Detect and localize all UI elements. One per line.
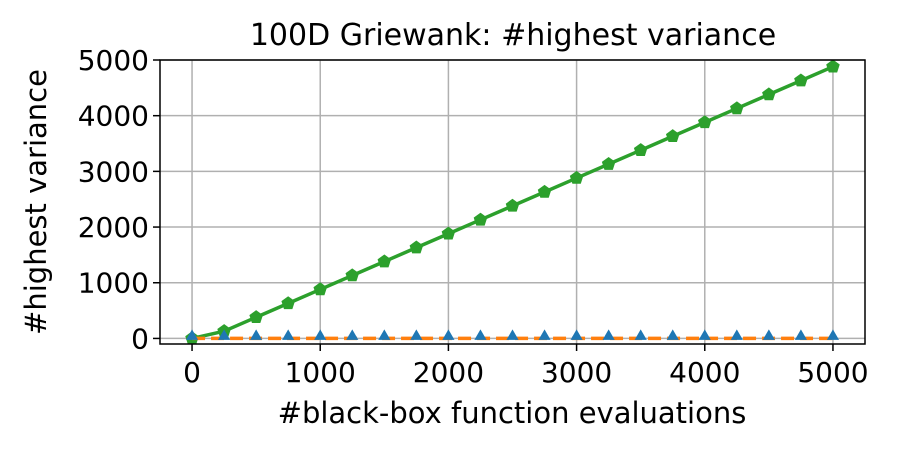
series-0-point <box>730 101 744 115</box>
series-2 <box>185 329 840 340</box>
series-0-point <box>409 240 424 254</box>
series-0-point <box>345 268 360 282</box>
y-tick-label: 2000 <box>78 211 149 244</box>
series-2-point <box>666 329 679 340</box>
x-tick-label: 2000 <box>413 356 484 389</box>
series-2-point <box>378 329 391 340</box>
series-2-point <box>602 329 615 340</box>
series-2-point <box>762 329 775 340</box>
series-2-point <box>538 329 551 340</box>
series-0-point <box>826 59 840 73</box>
series-2-point <box>218 329 231 340</box>
series-2-point <box>570 329 583 340</box>
y-tick-label: 4000 <box>78 100 149 133</box>
series-0-point <box>281 296 295 310</box>
plot-frame <box>159 59 866 345</box>
series-0-point <box>377 254 392 268</box>
series-0-point <box>569 170 584 184</box>
series-2-point <box>346 329 359 340</box>
series-0-point <box>473 212 488 226</box>
ticks: 0 1000 2000 3000 4000 5000 0 1000 2000 3000 4000 50… <box>78 44 869 389</box>
series-0-point <box>249 310 263 324</box>
series-2-point <box>826 329 840 340</box>
series-0 <box>185 59 840 345</box>
series-0-point <box>698 115 712 129</box>
x-tick-label: 0 <box>183 356 201 389</box>
series-2-point <box>442 329 455 340</box>
series-2-point <box>634 329 647 340</box>
x-tick-label: 1000 <box>285 356 356 389</box>
series-0-point <box>441 226 456 240</box>
y-axis-label: #highest variance <box>19 69 53 335</box>
series-0-point <box>633 143 648 156</box>
series-2-point <box>314 329 327 340</box>
series-2-point <box>410 329 423 340</box>
series-0-point <box>665 129 680 143</box>
series-0-point <box>505 198 520 212</box>
series-2-point <box>794 329 807 340</box>
x-tick-label: 5000 <box>797 356 868 389</box>
series-0-point <box>537 184 552 198</box>
series-2-point <box>474 329 487 340</box>
series-2-point <box>185 329 199 340</box>
series-0-point <box>794 73 808 87</box>
series-2-point <box>506 329 519 340</box>
x-axis-label: #black-box function evaluations <box>278 396 747 430</box>
series-2-point <box>282 329 295 340</box>
series-2-point <box>730 329 743 340</box>
series-0-point <box>601 157 616 170</box>
series-2-point <box>250 329 263 340</box>
y-tick-label: 5000 <box>78 44 149 77</box>
chart-title: 100D Griewank: #highest variance <box>250 18 776 53</box>
y-tick-label: 3000 <box>78 155 149 188</box>
series-0-point <box>313 282 327 296</box>
series-layer <box>185 59 840 345</box>
series-2-point <box>698 329 711 340</box>
x-tick-label: 3000 <box>541 356 612 389</box>
x-tick-label: 4000 <box>669 356 740 389</box>
series-0-point <box>762 87 776 101</box>
y-tick-label: 1000 <box>78 267 149 300</box>
y-tick-label: 0 <box>131 322 149 355</box>
